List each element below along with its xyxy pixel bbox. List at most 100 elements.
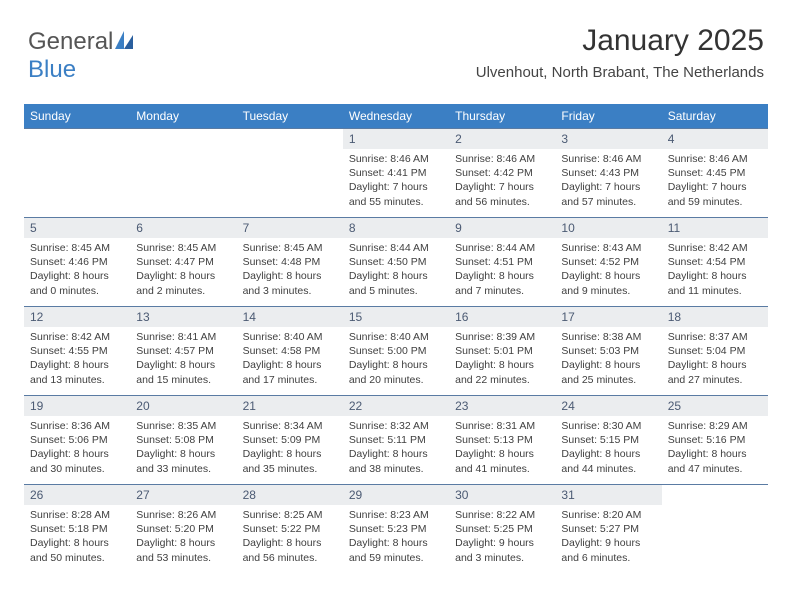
daylight-line: Daylight: 8 hours and 7 minutes. [455, 269, 549, 297]
day-details: Sunrise: 8:37 AMSunset: 5:04 PMDaylight:… [662, 327, 768, 393]
daylight-line: Daylight: 8 hours and 15 minutes. [136, 358, 230, 386]
sunrise-line: Sunrise: 8:45 AM [136, 241, 230, 255]
day-of-week-label: Thursday [449, 104, 555, 128]
day-details: Sunrise: 8:42 AMSunset: 4:54 PMDaylight:… [662, 238, 768, 304]
day-number: 27 [130, 485, 236, 505]
day-number: 2 [449, 129, 555, 149]
day-details: Sunrise: 8:43 AMSunset: 4:52 PMDaylight:… [555, 238, 661, 304]
daylight-line: Daylight: 8 hours and 13 minutes. [30, 358, 124, 386]
calendar-day: 11Sunrise: 8:42 AMSunset: 4:54 PMDayligh… [662, 218, 768, 306]
calendar-day: 12Sunrise: 8:42 AMSunset: 4:55 PMDayligh… [24, 307, 130, 395]
day-of-week-label: Sunday [24, 104, 130, 128]
day-number: 10 [555, 218, 661, 238]
sunset-line: Sunset: 4:50 PM [349, 255, 443, 269]
page-title: January 2025 [476, 24, 764, 58]
daylight-line: Daylight: 8 hours and 20 minutes. [349, 358, 443, 386]
daylight-line: Daylight: 8 hours and 11 minutes. [668, 269, 762, 297]
sunrise-line: Sunrise: 8:42 AM [30, 330, 124, 344]
day-number: 29 [343, 485, 449, 505]
page-header: January 2025 Ulvenhout, North Brabant, T… [476, 24, 764, 81]
day-details: Sunrise: 8:42 AMSunset: 4:55 PMDaylight:… [24, 327, 130, 393]
sunrise-line: Sunrise: 8:44 AM [455, 241, 549, 255]
daylight-line: Daylight: 8 hours and 50 minutes. [30, 536, 124, 564]
sunset-line: Sunset: 4:43 PM [561, 166, 655, 180]
day-details: Sunrise: 8:22 AMSunset: 5:25 PMDaylight:… [449, 505, 555, 571]
sunrise-line: Sunrise: 8:23 AM [349, 508, 443, 522]
sunrise-line: Sunrise: 8:22 AM [455, 508, 549, 522]
daylight-line: Daylight: 8 hours and 9 minutes. [561, 269, 655, 297]
calendar-day: 20Sunrise: 8:35 AMSunset: 5:08 PMDayligh… [130, 396, 236, 484]
day-of-week-label: Friday [555, 104, 661, 128]
sunset-line: Sunset: 4:46 PM [30, 255, 124, 269]
day-of-week-label: Tuesday [237, 104, 343, 128]
sunrise-line: Sunrise: 8:39 AM [455, 330, 549, 344]
day-details: Sunrise: 8:46 AMSunset: 4:41 PMDaylight:… [343, 149, 449, 215]
day-number: 4 [662, 129, 768, 149]
sunrise-line: Sunrise: 8:37 AM [668, 330, 762, 344]
sunset-line: Sunset: 4:48 PM [243, 255, 337, 269]
day-number: 9 [449, 218, 555, 238]
calendar-day: 25Sunrise: 8:29 AMSunset: 5:16 PMDayligh… [662, 396, 768, 484]
day-of-week-label: Wednesday [343, 104, 449, 128]
day-number: 19 [24, 396, 130, 416]
day-details: Sunrise: 8:32 AMSunset: 5:11 PMDaylight:… [343, 416, 449, 482]
day-of-week-header: SundayMondayTuesdayWednesdayThursdayFrid… [24, 104, 768, 128]
daylight-line: Daylight: 8 hours and 35 minutes. [243, 447, 337, 475]
day-number: 5 [24, 218, 130, 238]
calendar-day: 28Sunrise: 8:25 AMSunset: 5:22 PMDayligh… [237, 485, 343, 573]
day-number: 26 [24, 485, 130, 505]
calendar-day: 19Sunrise: 8:36 AMSunset: 5:06 PMDayligh… [24, 396, 130, 484]
day-number: 11 [662, 218, 768, 238]
calendar-day: 30Sunrise: 8:22 AMSunset: 5:25 PMDayligh… [449, 485, 555, 573]
day-number: 22 [343, 396, 449, 416]
daylight-line: Daylight: 8 hours and 53 minutes. [136, 536, 230, 564]
day-number: 25 [662, 396, 768, 416]
day-details: Sunrise: 8:35 AMSunset: 5:08 PMDaylight:… [130, 416, 236, 482]
day-details [662, 505, 768, 514]
daylight-line: Daylight: 8 hours and 47 minutes. [668, 447, 762, 475]
day-number: 7 [237, 218, 343, 238]
day-details: Sunrise: 8:40 AMSunset: 4:58 PMDaylight:… [237, 327, 343, 393]
calendar-week: 19Sunrise: 8:36 AMSunset: 5:06 PMDayligh… [24, 395, 768, 484]
calendar-day: 3Sunrise: 8:46 AMSunset: 4:43 PMDaylight… [555, 129, 661, 217]
daylight-line: Daylight: 8 hours and 25 minutes. [561, 358, 655, 386]
daylight-line: Daylight: 8 hours and 44 minutes. [561, 447, 655, 475]
calendar-day: 18Sunrise: 8:37 AMSunset: 5:04 PMDayligh… [662, 307, 768, 395]
calendar-day: 15Sunrise: 8:40 AMSunset: 5:00 PMDayligh… [343, 307, 449, 395]
day-details: Sunrise: 8:39 AMSunset: 5:01 PMDaylight:… [449, 327, 555, 393]
sunset-line: Sunset: 5:20 PM [136, 522, 230, 536]
daylight-line: Daylight: 7 hours and 57 minutes. [561, 180, 655, 208]
sunrise-line: Sunrise: 8:44 AM [349, 241, 443, 255]
day-number: 18 [662, 307, 768, 327]
day-details: Sunrise: 8:25 AMSunset: 5:22 PMDaylight:… [237, 505, 343, 571]
sunset-line: Sunset: 5:08 PM [136, 433, 230, 447]
calendar-day: 13Sunrise: 8:41 AMSunset: 4:57 PMDayligh… [130, 307, 236, 395]
day-details: Sunrise: 8:26 AMSunset: 5:20 PMDaylight:… [130, 505, 236, 571]
calendar-day: 24Sunrise: 8:30 AMSunset: 5:15 PMDayligh… [555, 396, 661, 484]
sunset-line: Sunset: 5:15 PM [561, 433, 655, 447]
day-details: Sunrise: 8:29 AMSunset: 5:16 PMDaylight:… [662, 416, 768, 482]
daylight-line: Daylight: 9 hours and 6 minutes. [561, 536, 655, 564]
daylight-line: Daylight: 8 hours and 5 minutes. [349, 269, 443, 297]
sunset-line: Sunset: 4:55 PM [30, 344, 124, 358]
sunrise-line: Sunrise: 8:30 AM [561, 419, 655, 433]
daylight-line: Daylight: 7 hours and 56 minutes. [455, 180, 549, 208]
sunrise-line: Sunrise: 8:38 AM [561, 330, 655, 344]
day-details [130, 149, 236, 158]
calendar-day: 26Sunrise: 8:28 AMSunset: 5:18 PMDayligh… [24, 485, 130, 573]
sunrise-line: Sunrise: 8:32 AM [349, 419, 443, 433]
day-number: 1 [343, 129, 449, 149]
day-details: Sunrise: 8:30 AMSunset: 5:15 PMDaylight:… [555, 416, 661, 482]
day-details: Sunrise: 8:28 AMSunset: 5:18 PMDaylight:… [24, 505, 130, 571]
calendar-week: ...1Sunrise: 8:46 AMSunset: 4:41 PMDayli… [24, 128, 768, 217]
daylight-line: Daylight: 8 hours and 0 minutes. [30, 269, 124, 297]
calendar-grid: SundayMondayTuesdayWednesdayThursdayFrid… [24, 104, 768, 573]
day-number: 24 [555, 396, 661, 416]
calendar-day: 2Sunrise: 8:46 AMSunset: 4:42 PMDaylight… [449, 129, 555, 217]
day-details: Sunrise: 8:46 AMSunset: 4:45 PMDaylight:… [662, 149, 768, 215]
daylight-line: Daylight: 8 hours and 22 minutes. [455, 358, 549, 386]
calendar-day: 1Sunrise: 8:46 AMSunset: 4:41 PMDaylight… [343, 129, 449, 217]
sunset-line: Sunset: 5:00 PM [349, 344, 443, 358]
sunrise-line: Sunrise: 8:20 AM [561, 508, 655, 522]
sunrise-line: Sunrise: 8:40 AM [349, 330, 443, 344]
